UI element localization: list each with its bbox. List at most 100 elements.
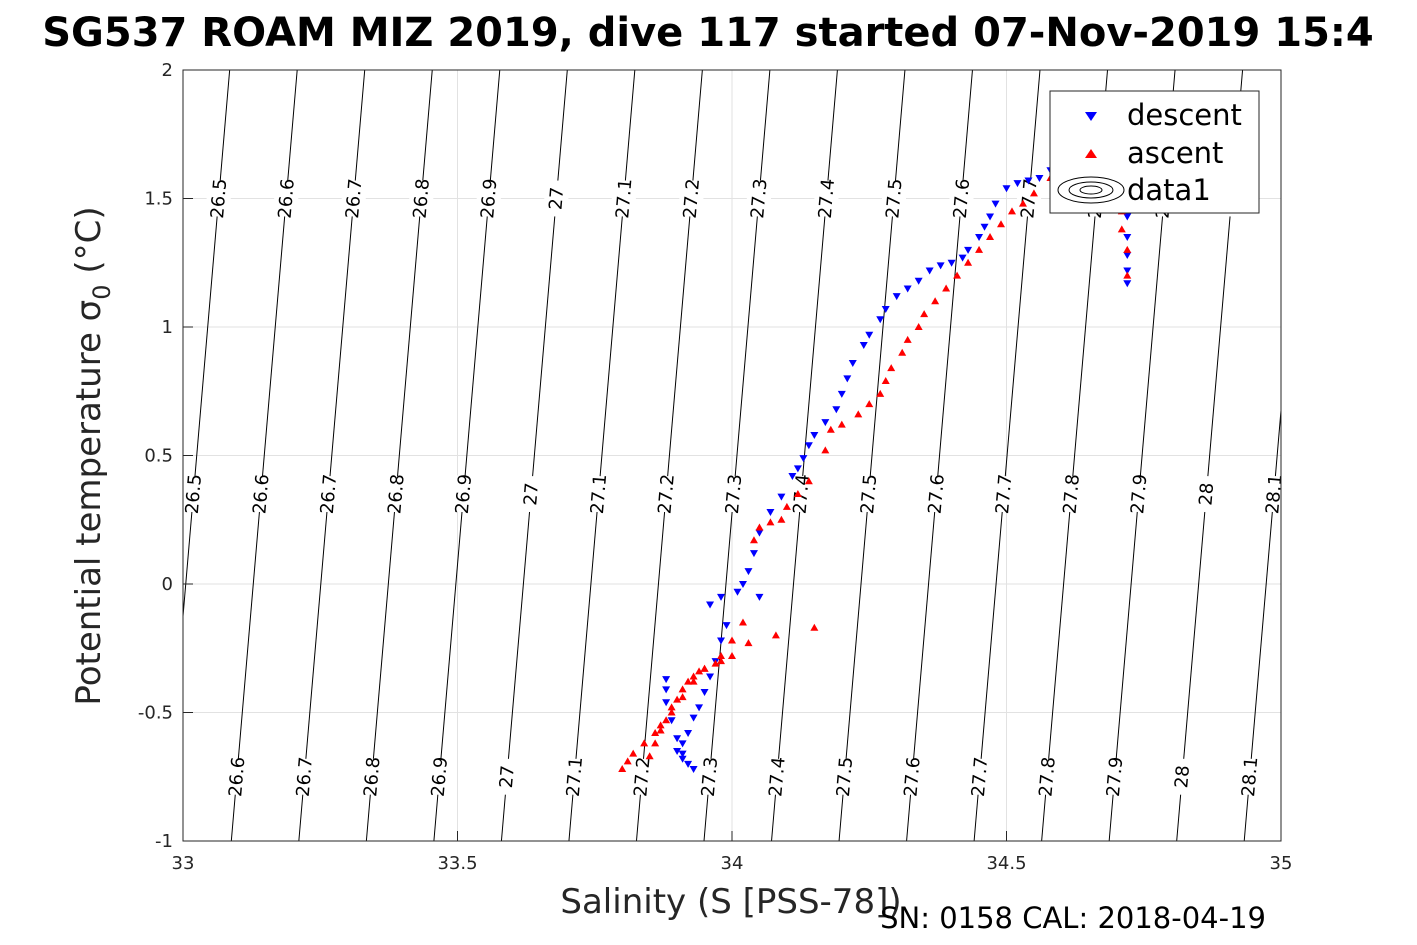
descent-point <box>848 359 857 367</box>
descent-point <box>843 375 852 383</box>
descent-point <box>706 601 715 609</box>
isopycnal-label: 27.1 <box>587 473 611 515</box>
isopycnal-label: 26.6 <box>249 473 273 515</box>
ascent-point <box>810 623 819 631</box>
descent-point <box>881 306 890 314</box>
descent-point <box>662 676 671 684</box>
isopycnal-label-bg <box>677 179 705 218</box>
descent-point <box>755 593 764 601</box>
isopycnal-label: 27.1 <box>563 756 587 798</box>
isopycnal-label: 26.7 <box>293 756 317 798</box>
ascent-point <box>986 233 995 241</box>
descent-point <box>991 200 1000 208</box>
ascent-point <box>1007 207 1016 215</box>
isopycnal-label-bg <box>652 475 680 514</box>
isopycnal-label-bg <box>517 475 545 514</box>
descent-point <box>947 259 956 267</box>
isopycnal-label-bg <box>223 757 251 796</box>
ascent-point <box>695 667 704 675</box>
descent-point <box>673 735 682 743</box>
isopycnal-label: 27 <box>496 764 519 789</box>
ascent-point <box>777 515 786 523</box>
isopycnal-label-bg <box>610 179 638 218</box>
legend-box <box>1049 90 1260 214</box>
isopycnal-label: 27.7 <box>968 756 992 798</box>
isopycnal-label-bg <box>696 757 723 796</box>
descent-point <box>980 223 989 231</box>
ascent-point <box>656 726 665 734</box>
ascent-point <box>821 446 830 454</box>
isopycnal-line <box>182 69 231 617</box>
isopycnal-label: 27.4 <box>815 178 839 220</box>
descent-point <box>684 760 693 768</box>
isopycnal-label: 27.3 <box>722 473 746 515</box>
isopycnal-label: 27.2 <box>680 178 704 220</box>
isopycnal-label: 27.2 <box>654 473 678 515</box>
descent-point <box>821 419 830 427</box>
isopycnal-label: 27.4 <box>765 756 789 798</box>
ascent-point <box>678 685 687 693</box>
data-points <box>618 164 1132 774</box>
ascent-point <box>662 716 671 724</box>
isopycnal-label-bg <box>1125 475 1153 514</box>
ascent-point <box>667 703 676 711</box>
isopycnal-label-bg <box>763 757 791 796</box>
descent-point <box>804 442 813 450</box>
isopycnal-label-bg <box>745 179 773 218</box>
descent-point <box>793 465 802 473</box>
isopycnal-label-bg <box>1033 757 1061 796</box>
ascent-point <box>804 477 813 485</box>
isopycnal-label-bg <box>1101 757 1129 796</box>
x-tick-label: 34.5 <box>986 853 1026 874</box>
y-axis-label-unit: (°C) <box>69 206 109 284</box>
isopycnal-label-bg <box>475 179 503 218</box>
ascent-point <box>728 651 736 659</box>
isopycnal-label: 27.4 <box>790 473 814 515</box>
ascent-point <box>975 245 984 253</box>
descent-point <box>678 750 687 758</box>
isopycnal-label-bg <box>990 475 1018 514</box>
isopycnal-label-bg <box>585 475 613 514</box>
isopycnal-label: 27.7 <box>1017 178 1041 220</box>
isopycnal-label: 28.1 <box>1262 473 1286 515</box>
isopycnal-label-bg <box>179 475 207 514</box>
descent-point <box>892 293 901 301</box>
y-tick-label: 0.5 <box>144 446 173 467</box>
isopycnal-label: 27.9 <box>1127 473 1151 515</box>
isopycnal-label: 26.5 <box>182 473 206 515</box>
x-tick-label: 33.5 <box>437 853 477 874</box>
descent-point <box>958 254 967 262</box>
descent-point <box>1123 234 1132 242</box>
descent-point <box>678 740 687 748</box>
isopycnal-label: 26.7 <box>317 473 341 515</box>
ascent-point <box>640 739 649 747</box>
x-axis-ticks: 33 33.5 34 34.5 35 <box>172 831 1292 874</box>
isopycnal-label-bg <box>560 757 588 796</box>
descent-point <box>744 568 753 576</box>
legend-descent-marker <box>1085 112 1097 121</box>
descent-point <box>936 262 945 270</box>
descent-point <box>678 755 687 763</box>
legend-contour-marker <box>1057 176 1125 204</box>
descent-point <box>1024 177 1033 185</box>
ascent-point <box>684 677 693 685</box>
descent-point <box>964 246 973 254</box>
descent-point <box>738 581 747 588</box>
ascent-point <box>865 400 874 408</box>
isopycnal-label: 28.1 <box>1238 756 1262 798</box>
y-axis-ticks: -1 -0.5 0 0.5 1 1.5 2 <box>138 60 193 852</box>
isopycnal-label: 26.6 <box>225 756 249 798</box>
ascent-point <box>656 721 665 729</box>
ascent-point <box>623 757 632 765</box>
calibration-footnote: SN: 0158 CAL: 2018-04-19 <box>880 901 1266 935</box>
isopycnal-label: 27.3 <box>747 178 771 220</box>
descent-point <box>975 234 984 242</box>
isopycnal-label-bg <box>205 179 233 218</box>
ascent-point <box>717 657 726 665</box>
descent-point <box>722 622 731 630</box>
isopycnal-label: 27.6 <box>900 756 924 798</box>
ascent-point <box>914 323 923 330</box>
isopycnal-label: 26.6 <box>275 178 299 220</box>
descent-point <box>925 267 934 275</box>
